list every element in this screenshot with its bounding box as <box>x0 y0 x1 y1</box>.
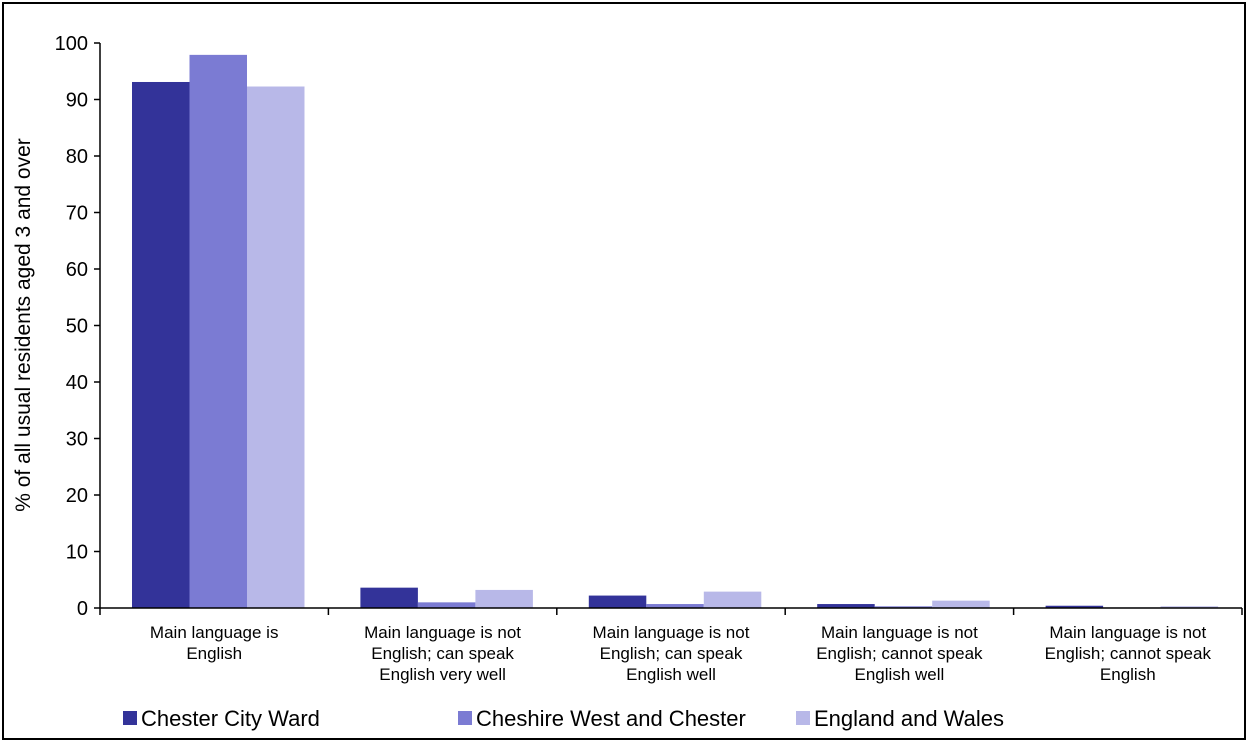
y-tick-label: 50 <box>66 316 88 338</box>
x-category-label: Main language is not English; cannot spea… <box>816 623 983 684</box>
x-category-label: Main language is English <box>150 623 279 663</box>
bar-series-2-category-2 <box>417 602 476 608</box>
legend: Chester City Ward Cheshire West and Chest… <box>123 706 1004 731</box>
bar-series-1-category-4 <box>817 604 875 608</box>
y-tick-label: 0 <box>77 598 88 620</box>
bar-series-3-category-3 <box>703 591 762 608</box>
y-tick-label: 40 <box>66 372 88 394</box>
bar-series-3-category-4 <box>932 600 990 608</box>
bar-series-1-category-2 <box>360 587 418 608</box>
y-tick-label: 10 <box>66 542 88 564</box>
y-axis-title: % of all usual residents aged 3 and over <box>12 138 35 512</box>
bar-series-1-category-1 <box>132 81 190 609</box>
y-ticks-group: 0 10 20 30 40 50 60 70 80 90 100 <box>55 33 100 620</box>
x-category-label: Main language is not English; can speak En… <box>364 623 521 684</box>
y-tick-label: 20 <box>66 485 88 507</box>
y-tick-label: 90 <box>66 90 88 112</box>
y-tick-label: 60 <box>66 259 88 281</box>
x-category-label-line: English; cannot speak <box>1045 644 1212 663</box>
x-category-label-line: English; cannot speak <box>816 644 983 663</box>
y-tick-label: 70 <box>66 203 88 225</box>
legend-label-3: England and Wales <box>814 706 1004 731</box>
x-category-label-line: Main language is not <box>821 623 978 642</box>
y-tick-label: 100 <box>55 33 88 55</box>
y-tick-label: 30 <box>66 429 88 451</box>
x-category-label-line: Main language is <box>150 623 279 642</box>
bar-series-1-category-3 <box>588 595 647 608</box>
legend-label-2: Cheshire West and Chester <box>476 706 746 731</box>
bar-series-3-category-2 <box>475 589 533 608</box>
bar-series-2-category-4 <box>874 606 933 608</box>
bars-group <box>132 54 1219 609</box>
legend-label-1: Chester City Ward <box>141 706 320 731</box>
x-category-label-line: English <box>1100 665 1156 684</box>
x-category-label-line: English; can speak <box>371 644 514 663</box>
x-category-label-line: English well <box>855 665 945 684</box>
bar-series-3-category-1 <box>247 86 305 608</box>
bar-series-1-category-5 <box>1045 605 1104 608</box>
y-tick-label: 80 <box>66 146 88 168</box>
x-category-label-line: Main language is not <box>1049 623 1206 642</box>
bar-series-3-category-5 <box>1160 606 1219 608</box>
legend-swatch-2 <box>458 711 472 725</box>
bar-series-2-category-1 <box>189 54 247 609</box>
x-category-label-line: English; can speak <box>600 644 743 663</box>
bar-series-2-category-3 <box>646 604 704 608</box>
x-category-label-line: Main language is not <box>593 623 750 642</box>
legend-swatch-1 <box>123 711 137 725</box>
x-category-label-line: English <box>186 644 242 663</box>
x-category-label-line: English very well <box>379 665 506 684</box>
x-category-label: Main language is not English; can speak En… <box>593 623 750 684</box>
legend-swatch-3 <box>796 711 810 725</box>
x-category-label-line: English well <box>626 665 716 684</box>
x-category-label-line: Main language is not <box>364 623 521 642</box>
x-category-label: Main language is not English; cannot spea… <box>1045 623 1212 684</box>
